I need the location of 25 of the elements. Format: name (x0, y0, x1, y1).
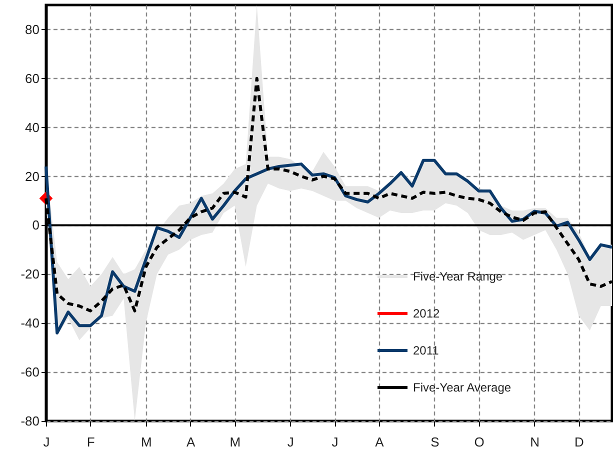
annotation: Five-Year Range (413, 270, 503, 284)
y-tick-label: 20 (25, 168, 40, 184)
y-tick-label: 60 (25, 70, 40, 86)
x-tick-label: J (43, 434, 50, 450)
x-tick-label: A (375, 434, 384, 450)
y-tick-label: -60 (20, 364, 40, 380)
x-tick-label: N (530, 434, 540, 450)
x-tick-label: M (140, 434, 152, 450)
x-tick-label: J (332, 434, 338, 450)
legend-label: 2011 (413, 344, 440, 358)
legend-label: 2012 (413, 306, 440, 320)
x-tick-label: J (287, 434, 294, 450)
legend-label: Five-Year Average (413, 380, 512, 394)
x-tick-label: F (86, 434, 95, 450)
x-tick-label: M (230, 434, 241, 450)
y-tick-label: -40 (20, 316, 40, 331)
x-tick-label: S (430, 434, 440, 450)
x-tick-label: D (574, 434, 584, 450)
x-tick-label: A (186, 434, 196, 450)
y-tick-label: -20 (20, 266, 40, 282)
y-tick-label: 80 (25, 22, 40, 37)
x-tick-label: O (474, 434, 484, 450)
y-tick-label: 40 (25, 120, 40, 135)
y-tick-label: 0 (32, 218, 40, 233)
y-tick-label: -80 (20, 414, 40, 428)
